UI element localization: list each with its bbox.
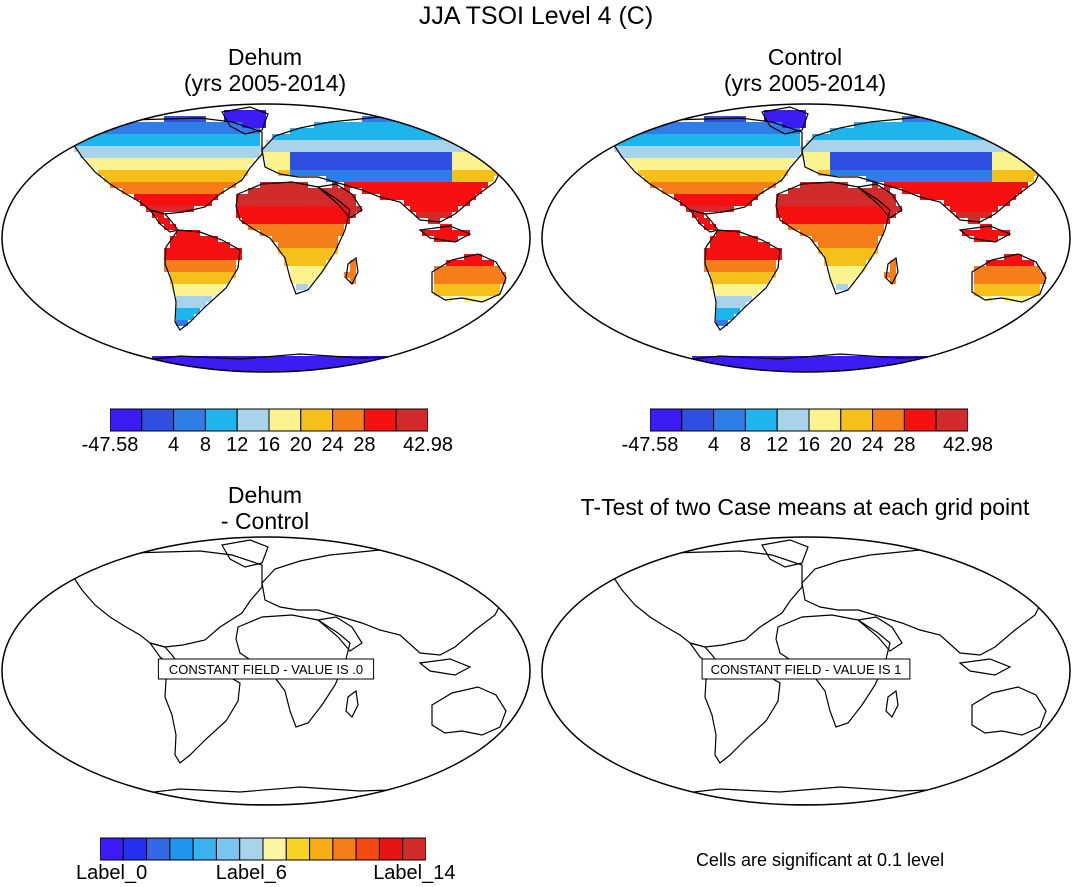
constant-field-message: CONSTANT FIELD - VALUE IS .0: [169, 662, 363, 677]
colorbar-label: Label_6: [215, 862, 287, 884]
panel-title-line1: T-Test of two Case means at each grid po…: [580, 494, 1030, 520]
panel-title-difference: Dehum - Control: [90, 482, 440, 534]
colorbar-label: 20: [289, 434, 312, 456]
map-control: [541, 103, 1071, 373]
colorbar-label: 12: [226, 434, 249, 456]
colorbar-difference: [100, 837, 426, 861]
colorbar-swatch: [378, 837, 404, 861]
panel-title-line1: Dehum: [227, 482, 303, 508]
colorbar-swatch: [173, 408, 206, 432]
colorbar-label: Label_14: [373, 862, 456, 884]
colorbar-swatch: [935, 408, 968, 432]
colorbar-swatch: [285, 837, 311, 861]
constant-field-message: CONSTANT FIELD - VALUE IS 1: [711, 662, 902, 677]
colorbar-labels-dehum: -47.58 4 8 12 16 20 24 28 42.98: [0, 434, 1072, 458]
colorbar-dehum: [110, 408, 428, 432]
colorbar-swatch: [268, 408, 302, 432]
colorbar-swatch: [300, 408, 334, 432]
colorbar-swatch: [309, 837, 334, 861]
colorbar-swatch: [204, 408, 238, 432]
colorbar-label: Label_0: [76, 862, 148, 884]
colorbar-swatch: [236, 408, 270, 432]
colorbar-label: 4: [708, 434, 720, 456]
colorbar-swatch: [650, 408, 683, 432]
colorbar-label: 28: [893, 434, 916, 456]
colorbar-label: 28: [353, 434, 376, 456]
significance-note: Cells are significant at 0.1 level: [695, 850, 945, 870]
colorbar-swatch: [402, 837, 426, 861]
colorbar-swatch: [681, 408, 715, 432]
colorbar-swatch: [122, 837, 148, 861]
colorbar-label: 4: [168, 434, 180, 456]
colorbar-label: 24: [861, 434, 884, 456]
colorbar-swatch: [355, 837, 380, 861]
colorbar-swatch: [776, 408, 810, 432]
panel-title-line2: - Control: [220, 508, 310, 534]
figure-title: JJA TSOI Level 4 (C): [418, 2, 654, 30]
colorbar-label: 20: [829, 434, 852, 456]
panel-title-ttest: T-Test of two Case means at each grid po…: [540, 494, 1070, 520]
colorbar-swatch: [395, 408, 428, 432]
map-ttest: CONSTANT FIELD - VALUE IS 1: [541, 536, 1071, 806]
colorbar-swatch: [146, 837, 171, 861]
panel-title-line2: (yrs 2005-2014): [183, 70, 347, 96]
colorbar-swatch: [872, 408, 905, 432]
colorbar-label: 16: [797, 434, 821, 456]
colorbar-labels-difference: Label_0 Label_6 Label_14: [0, 862, 1072, 886]
colorbar-swatch: [262, 837, 287, 861]
colorbar-swatch: [332, 408, 365, 432]
colorbar-label: 24: [321, 434, 344, 456]
colorbar-swatch: [903, 408, 937, 432]
colorbar-control: [650, 408, 968, 432]
colorbar-label: 16: [257, 434, 281, 456]
colorbar-swatch: [169, 837, 194, 861]
colorbar-swatch: [808, 408, 842, 432]
colorbar-swatch: [110, 408, 143, 432]
colorbar-label: -47.58: [81, 434, 139, 456]
colorbar-swatch: [192, 837, 217, 861]
map-dehum: [1, 103, 531, 373]
colorbar-label: 12: [766, 434, 789, 456]
colorbar-label: 42.98: [942, 434, 994, 456]
colorbar-swatch: [332, 837, 357, 861]
panel-title-control: Control (yrs 2005-2014): [630, 44, 980, 96]
colorbar-swatch: [141, 408, 175, 432]
colorbar-label: -47.58: [621, 434, 679, 456]
colorbar-swatch: [100, 837, 124, 861]
colorbar-swatch: [744, 408, 778, 432]
colorbar-label: 8: [199, 434, 211, 456]
colorbar-swatch: [239, 837, 264, 861]
colorbar-swatch: [215, 837, 241, 861]
colorbar-label: 42.98: [402, 434, 454, 456]
colorbar-label: 8: [739, 434, 751, 456]
panel-title-line1: Control: [767, 44, 843, 70]
panel-title-dehum: Dehum (yrs 2005-2014): [90, 44, 440, 96]
panel-title-line2: (yrs 2005-2014): [723, 70, 887, 96]
colorbar-swatch: [363, 408, 397, 432]
colorbar-labels-control: -47.58 4 8 12 16 20 24 28 42.98: [0, 434, 1072, 458]
colorbar-swatch: [840, 408, 874, 432]
panel-title-line1: Dehum: [227, 44, 303, 70]
colorbar-swatch: [713, 408, 746, 432]
map-difference: CONSTANT FIELD - VALUE IS .0: [1, 536, 531, 806]
